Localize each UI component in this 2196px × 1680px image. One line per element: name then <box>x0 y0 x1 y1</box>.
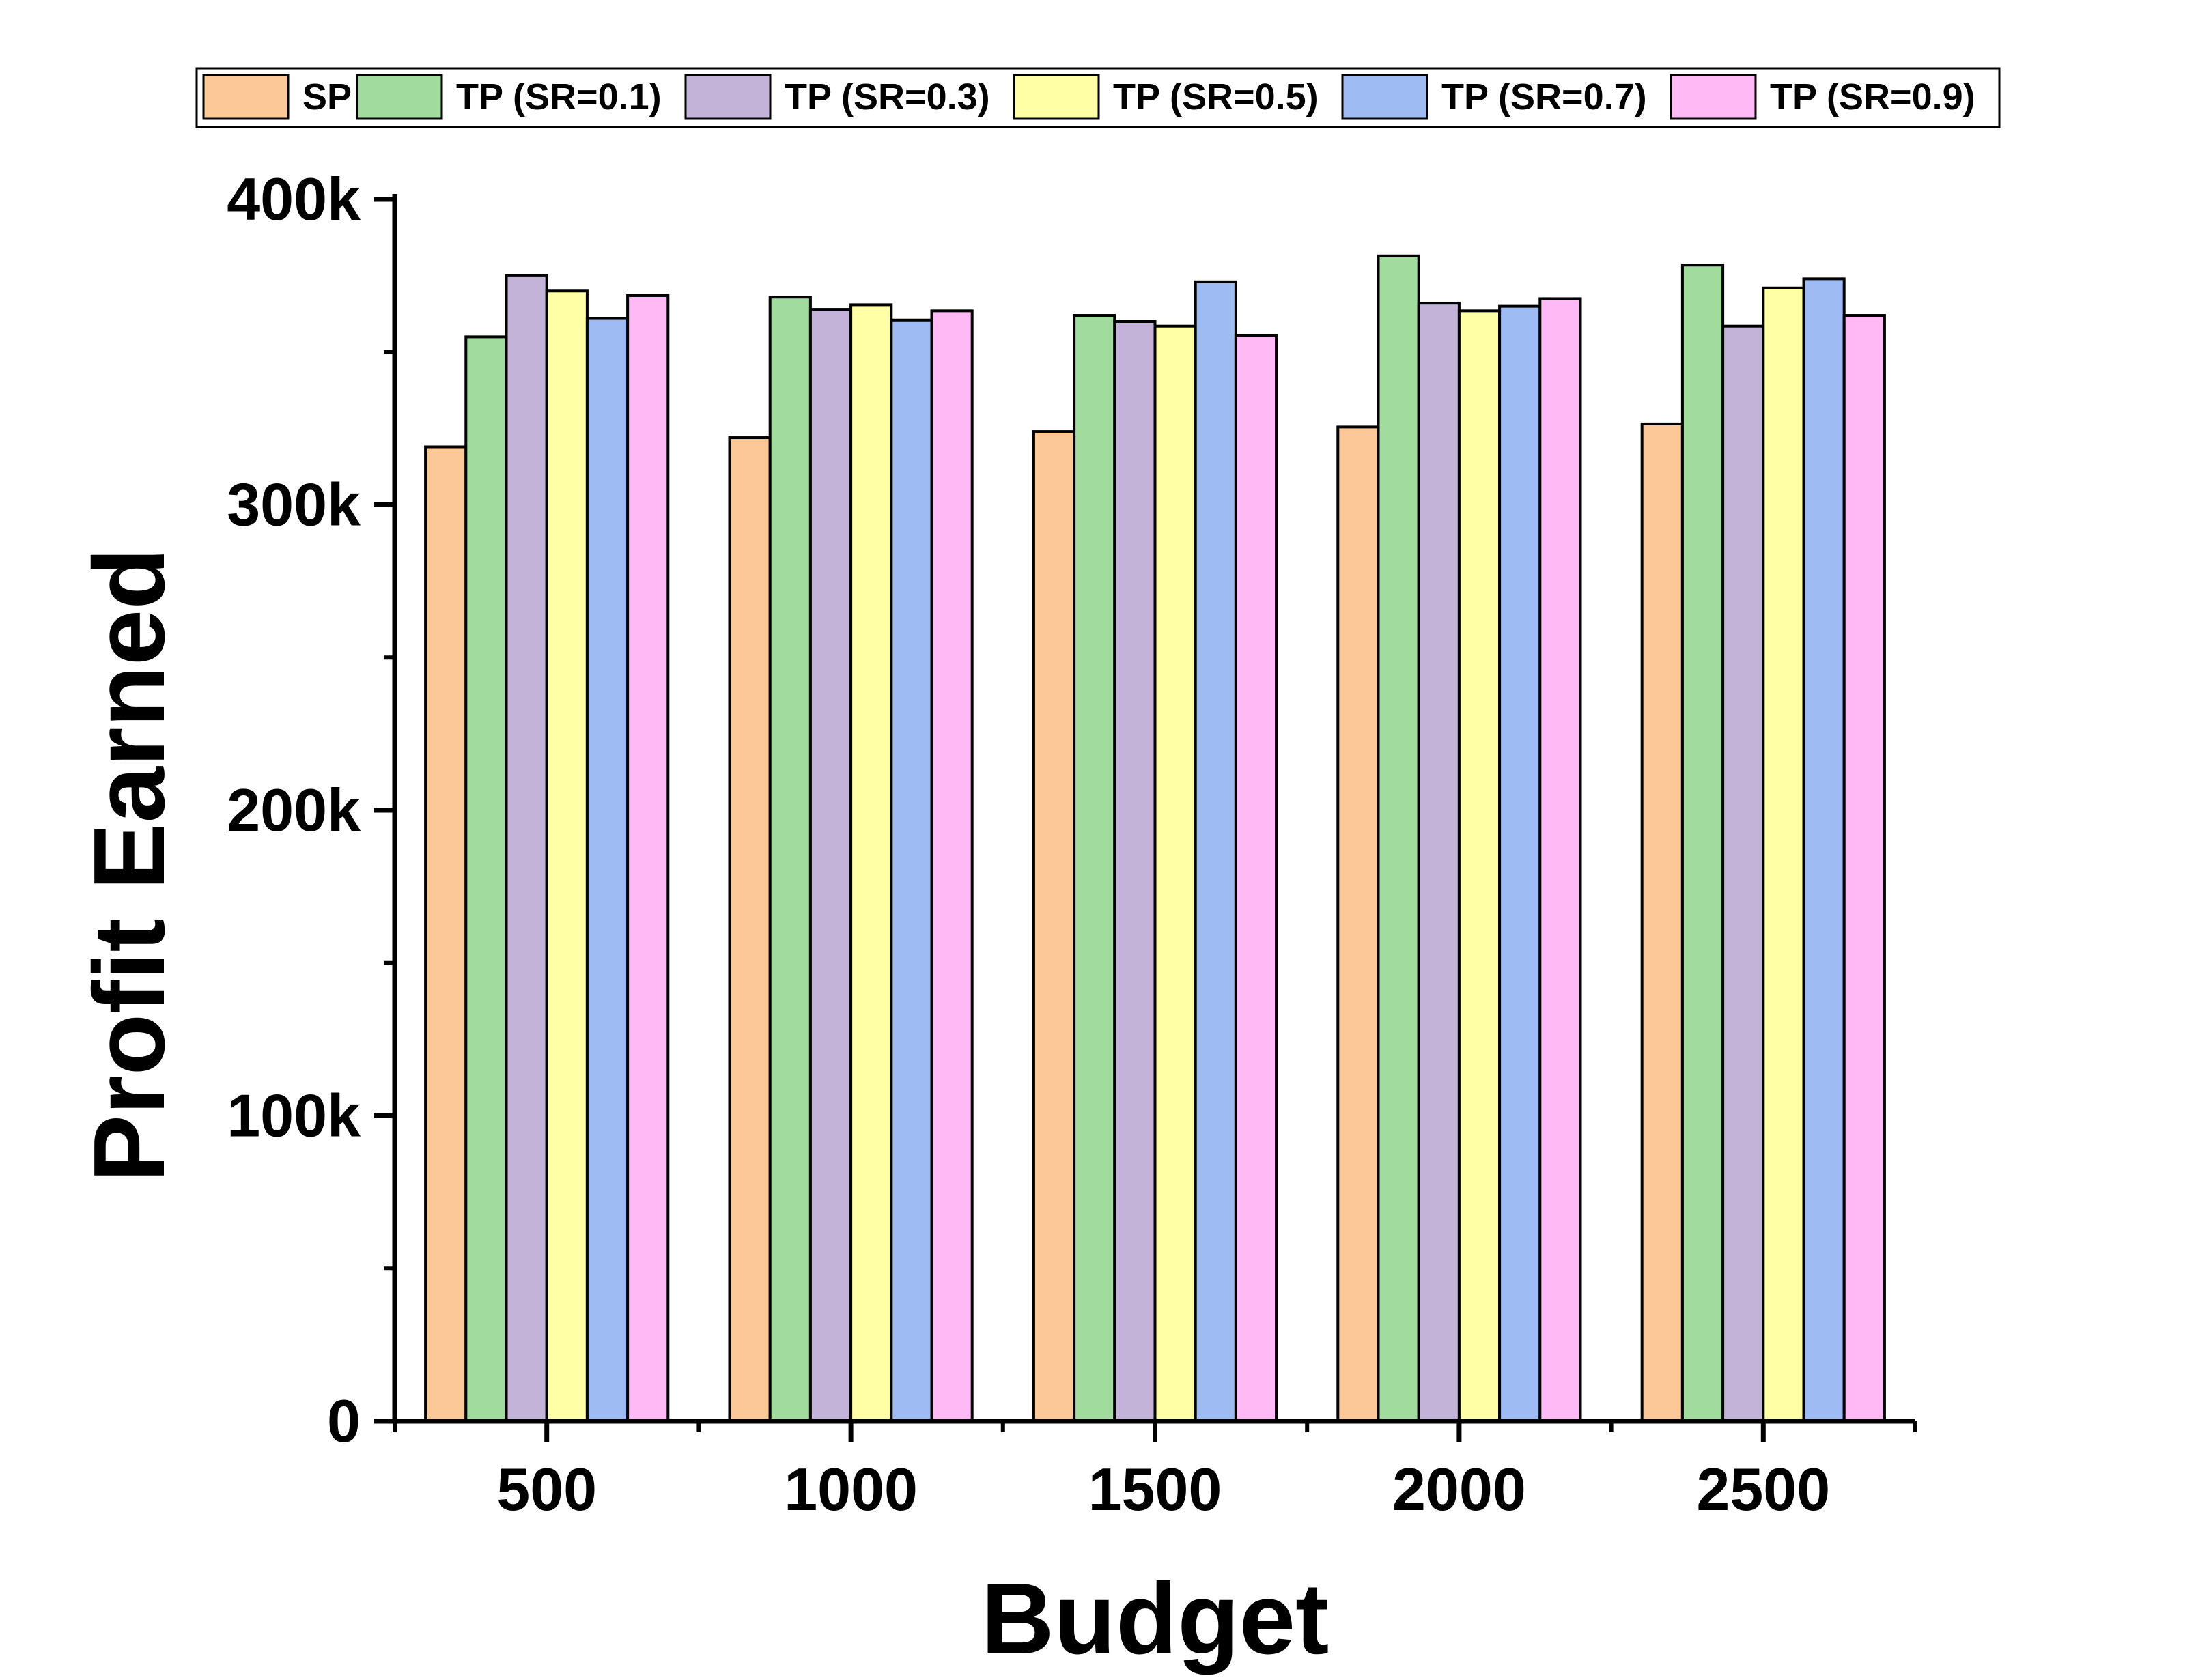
legend-label-6: TP (SR=0.9) <box>1770 76 1975 117</box>
bar-1-2000 <box>1336 425 1380 1423</box>
legend-box <box>195 67 2001 128</box>
bar-3-2000 <box>1417 302 1461 1423</box>
legend-swatch-1 <box>202 74 290 120</box>
y-tick-label: 100k <box>227 1082 361 1150</box>
bar-2-500 <box>464 335 508 1423</box>
bar-1-1000 <box>728 436 772 1423</box>
bar-4-2500 <box>1762 286 1805 1423</box>
bar-5-500 <box>585 317 630 1423</box>
legend-swatch-5 <box>1341 74 1428 120</box>
x-axis-title: Budget <box>981 1563 1329 1675</box>
y-tick-label: 0 <box>327 1387 361 1455</box>
x-tick-label: 1000 <box>784 1455 918 1523</box>
bar-6-1000 <box>930 309 974 1423</box>
bar-3-1500 <box>1113 320 1157 1423</box>
bar-4-1000 <box>849 303 893 1423</box>
legend-swatch-2 <box>356 74 443 120</box>
bar-3-2500 <box>1721 324 1765 1423</box>
legend-label-5: TP (SR=0.7) <box>1441 76 1647 117</box>
y-tick-label: 300k <box>227 471 361 539</box>
bar-3-500 <box>505 274 548 1423</box>
legend-label-2: TP (SR=0.1) <box>456 76 662 117</box>
bar-4-500 <box>545 289 589 1423</box>
bar-1-2500 <box>1640 422 1684 1423</box>
legend: SP TP (SR=0.1) TP (SR=0.3) TP (SR=0.5) TP (S… <box>195 67 2001 128</box>
bar-6-2500 <box>1842 314 1886 1423</box>
bar-3-1000 <box>808 308 853 1423</box>
bar-4-2000 <box>1457 309 1502 1423</box>
bar-2-2500 <box>1680 264 1725 1423</box>
legend-label-1: SP <box>302 76 352 117</box>
bar-2-1000 <box>768 296 812 1423</box>
legend-label-3: TP (SR=0.3) <box>785 76 990 117</box>
bar-6-500 <box>626 294 670 1423</box>
bar-6-2000 <box>1538 297 1582 1423</box>
bar-1-1500 <box>1032 430 1076 1423</box>
x-tick-label: 2000 <box>1392 1455 1526 1523</box>
bar-1-500 <box>424 445 468 1423</box>
legend-label-4: TP (SR=0.5) <box>1113 76 1319 117</box>
y-axis-title: Profit Earned <box>73 547 186 1182</box>
bar-5-1500 <box>1194 280 1237 1423</box>
bar-2-1500 <box>1073 314 1116 1423</box>
bar-6-1500 <box>1234 334 1278 1423</box>
legend-swatch-3 <box>684 74 772 120</box>
bar-5-1000 <box>890 318 933 1423</box>
bar-2-2000 <box>1377 254 1420 1423</box>
axes-group: 0 100k 200k 300k 400k 500 1000 1500 2000 2500 <box>227 165 1917 1523</box>
x-tick-label: 2500 <box>1696 1455 1830 1523</box>
bar-5-2500 <box>1802 277 1846 1423</box>
bars-group <box>424 254 1886 1423</box>
y-tick-label: 200k <box>227 776 361 844</box>
x-tick-label: 500 <box>496 1455 597 1523</box>
y-tick-label: 400k <box>227 165 361 233</box>
x-tick-label: 1500 <box>1088 1455 1222 1523</box>
legend-swatch-6 <box>1670 74 1757 120</box>
bar-5-2000 <box>1498 304 1542 1423</box>
bar-4-1500 <box>1153 324 1197 1423</box>
legend-swatch-4 <box>1013 74 1100 120</box>
